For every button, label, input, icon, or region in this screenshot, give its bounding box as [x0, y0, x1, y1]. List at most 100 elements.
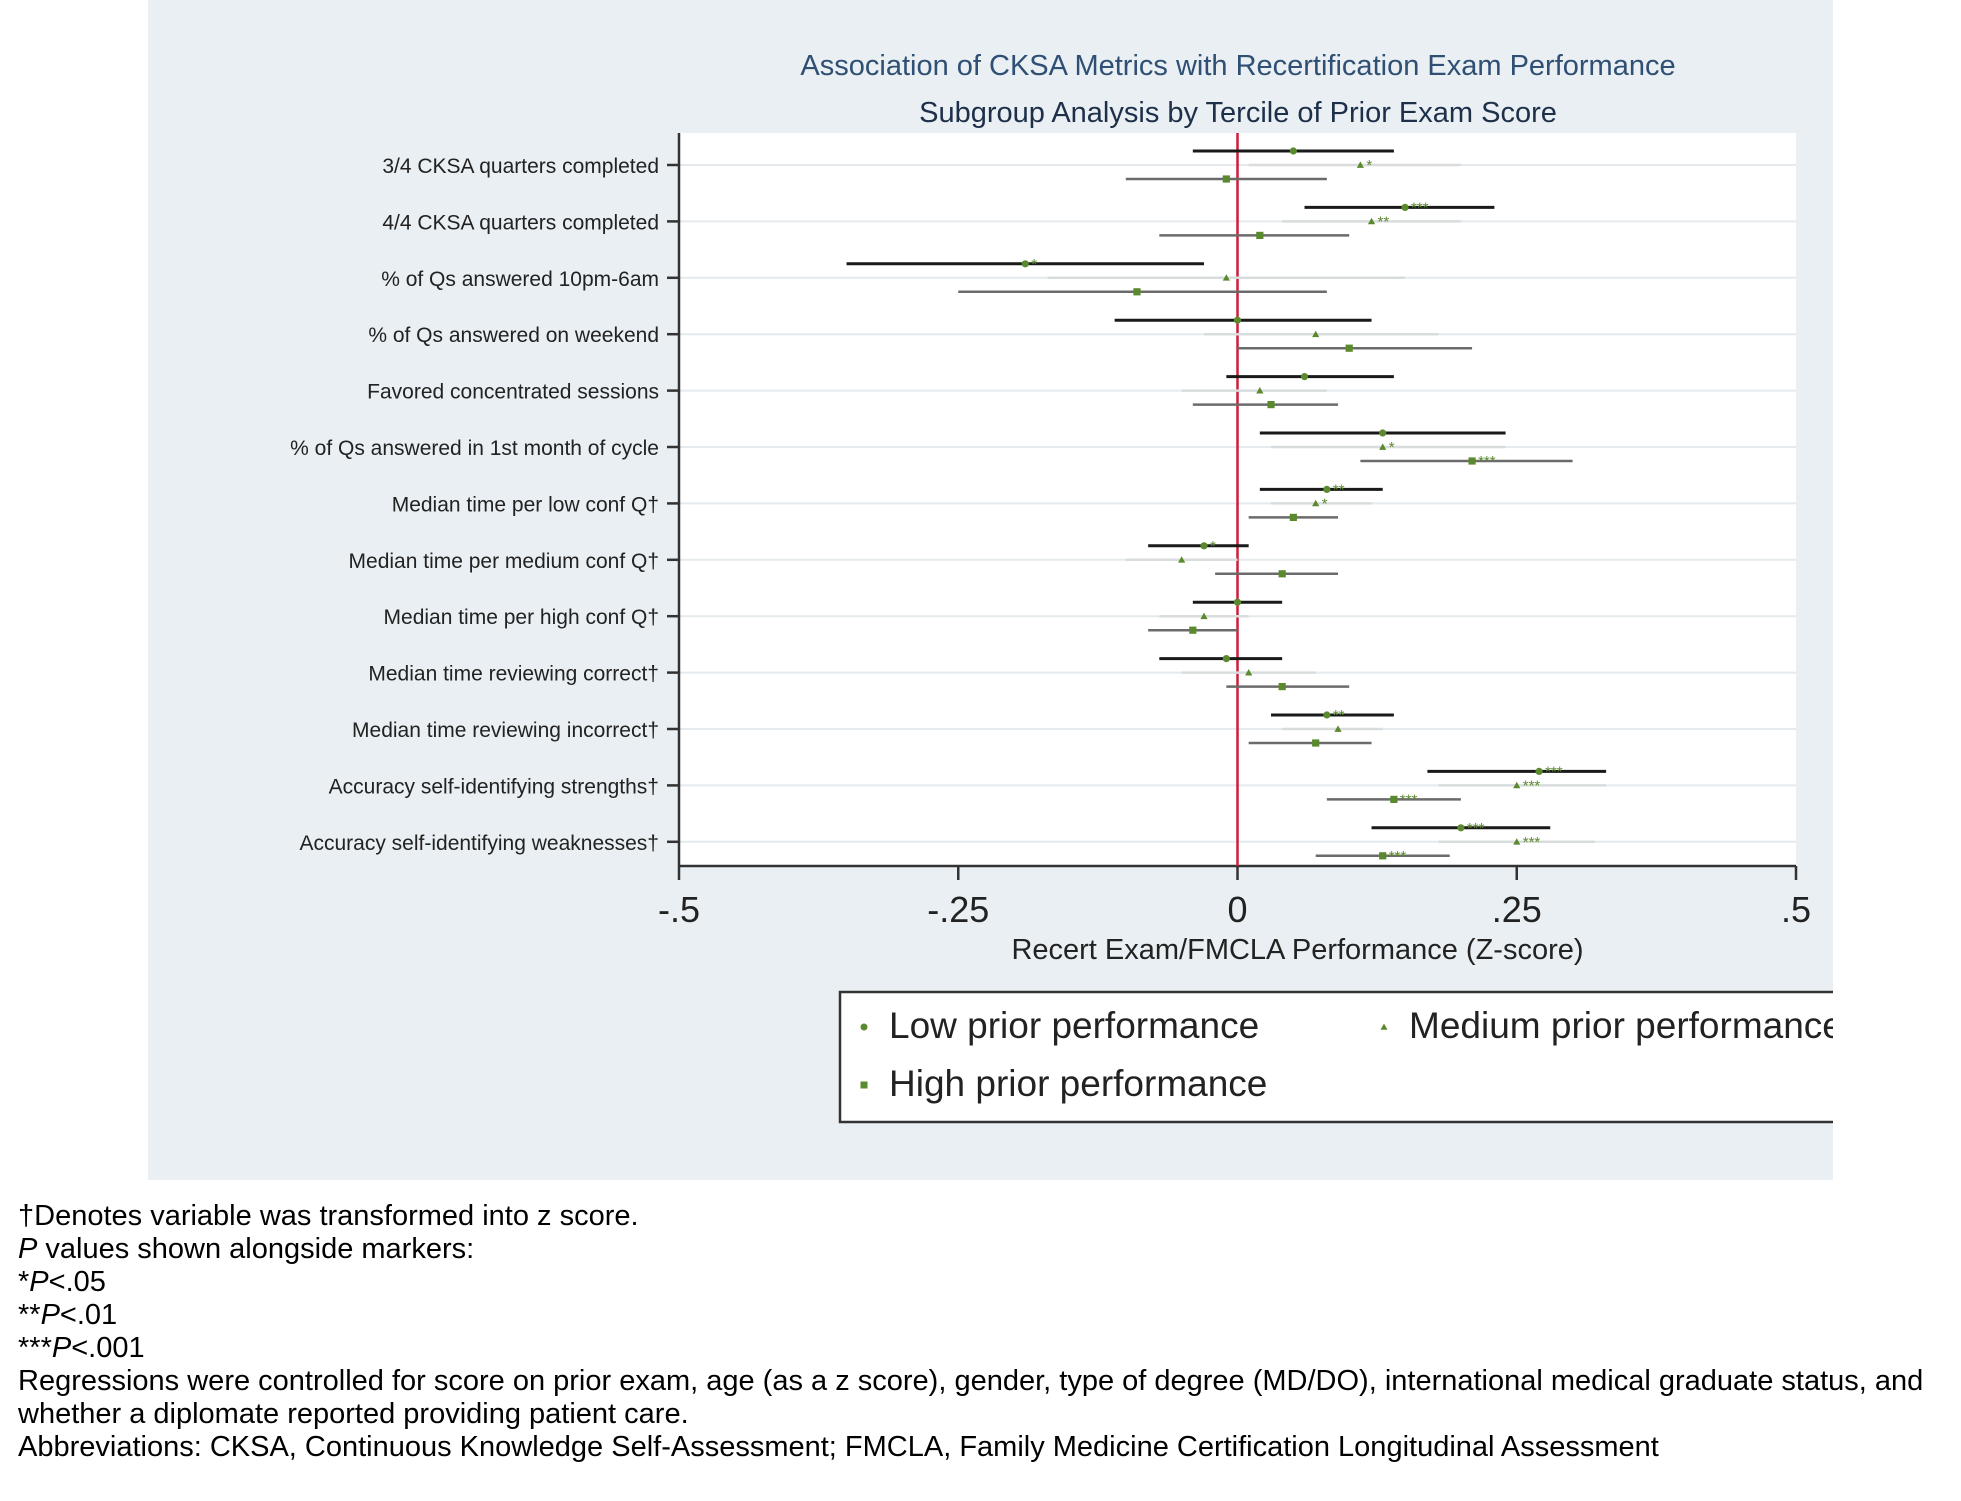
point-medium-prior-performance	[1222, 274, 1230, 281]
legend-marker-high-prior-performance	[860, 1081, 868, 1089]
point-low-prior-performance	[1457, 824, 1465, 832]
point-low-prior-performance	[1233, 316, 1242, 324]
y-tick-label: % of Qs answered on weekend	[368, 324, 659, 347]
legend-label-low-prior-performance: Low prior performance	[889, 1005, 1259, 1046]
x-tick-label: .5	[1781, 889, 1811, 930]
sig-label-high-prior-performance: ***	[1389, 848, 1407, 865]
sig-1-p: P	[29, 1266, 49, 1298]
sig-label-low-prior-performance: ***	[1411, 199, 1429, 216]
sig-label-low-prior-performance: *	[1210, 538, 1216, 555]
footnote-sig-1: *P<.05	[18, 1266, 1948, 1299]
y-tick-label: Favored concentrated sessions	[367, 381, 659, 404]
legend-box	[838, 990, 1833, 1124]
point-high-prior-performance	[1189, 626, 1197, 634]
sig-1-value: <.05	[48, 1266, 106, 1298]
y-tick-label: % of Qs answered in 1st month of cycle	[290, 437, 659, 460]
legend-label-high-prior-performance: High prior performance	[889, 1063, 1267, 1104]
footnotes: †Denotes variable was transformed into z…	[18, 1200, 1948, 1464]
y-tick-label: 3/4 CKSA quarters completed	[382, 155, 659, 178]
sig-3-value: <.001	[71, 1332, 145, 1364]
point-medium-prior-performance	[1334, 725, 1342, 732]
sig-label-high-prior-performance: ***	[1400, 791, 1418, 808]
point-high-prior-performance	[1289, 513, 1297, 521]
point-high-prior-performance	[1345, 344, 1353, 352]
point-high-prior-performance	[1278, 570, 1286, 578]
legend-marker-medium-prior-performance	[1380, 1023, 1388, 1030]
x-tick-label: -.5	[658, 889, 700, 930]
point-low-prior-performance	[1379, 429, 1387, 437]
footnote-abbreviations: Abbreviations: CKSA, Continuous Knowledg…	[18, 1431, 1659, 1463]
point-low-prior-performance	[1222, 655, 1230, 663]
footnote-p-values: P values shown alongside markers:	[18, 1233, 1948, 1266]
x-axis-title: Recert Exam/FMCLA Performance (Z-score)	[1011, 934, 1583, 966]
x-tick-label: 0	[1227, 889, 1247, 930]
chart-subtitle: Subgroup Analysis by Tercile of Prior Ex…	[919, 97, 1557, 129]
sig-label-medium-prior-performance: ***	[1523, 834, 1541, 851]
x-tick-label: -.25	[927, 889, 989, 930]
point-medium-prior-performance	[1356, 161, 1364, 168]
sig-2-value: <.01	[59, 1299, 118, 1331]
sig-3-p: P	[51, 1332, 72, 1364]
y-tick-label: Median time per medium conf Q†	[349, 550, 659, 573]
point-medium-prior-performance	[1379, 443, 1387, 450]
point-medium-prior-performance	[1256, 387, 1264, 394]
point-medium-prior-performance	[1513, 838, 1521, 845]
footnote-regression: Regressions were controlled for score on…	[18, 1365, 1924, 1430]
y-tick-label: Median time reviewing correct†	[368, 663, 659, 686]
footnote-p-text: values shown alongside markers:	[37, 1233, 475, 1265]
point-low-prior-performance	[1300, 373, 1309, 381]
y-tick-label: Accuracy self-identifying strengths†	[329, 775, 659, 798]
sig-label-medium-prior-performance: *	[1366, 157, 1372, 174]
point-low-prior-performance	[1535, 767, 1543, 776]
p-symbol: P	[18, 1233, 38, 1265]
y-tick-label: 4/4 CKSA quarters completed	[382, 211, 659, 234]
point-medium-prior-performance	[1200, 612, 1208, 620]
point-medium-prior-performance	[1513, 781, 1521, 789]
sig-label-medium-prior-performance: **	[1378, 213, 1390, 230]
y-tick-label: Median time per low conf Q†	[392, 493, 659, 516]
point-medium-prior-performance	[1312, 330, 1320, 338]
point-high-prior-performance	[1312, 739, 1320, 747]
point-high-prior-performance	[1278, 683, 1286, 691]
sig-label-low-prior-performance: ***	[1545, 763, 1563, 780]
point-low-prior-performance	[1323, 485, 1331, 493]
point-low-prior-performance	[1401, 203, 1409, 211]
sig-3-stars: ***	[18, 1332, 52, 1364]
point-low-prior-performance	[1323, 711, 1331, 719]
point-low-prior-performance	[1021, 260, 1029, 268]
chart-panel: Association of CKSA Metrics with Recerti…	[148, 0, 1833, 1180]
chart-title: Association of CKSA Metrics with Recerti…	[800, 50, 1675, 82]
point-medium-prior-performance	[1245, 669, 1253, 676]
sig-label-medium-prior-performance: ***	[1523, 777, 1541, 794]
sig-label-medium-prior-performance: *	[1389, 439, 1395, 456]
point-medium-prior-performance	[1178, 556, 1186, 563]
sig-1-stars: *	[18, 1266, 30, 1298]
point-medium-prior-performance	[1312, 499, 1320, 507]
sig-label-low-prior-performance: **	[1333, 481, 1345, 498]
point-high-prior-performance	[1133, 288, 1141, 296]
point-high-prior-performance	[1256, 231, 1264, 239]
point-low-prior-performance	[1289, 147, 1297, 155]
point-high-prior-performance	[1468, 457, 1476, 465]
y-tick-label: Accuracy self-identifying weaknesses†	[299, 832, 659, 855]
point-high-prior-performance	[1390, 795, 1398, 803]
y-tick-label: Median time reviewing incorrect†	[352, 719, 659, 742]
sig-2-stars: **	[18, 1299, 41, 1331]
legend-label-medium-prior-performance: Medium prior performance	[1409, 1005, 1833, 1046]
point-low-prior-performance	[1233, 598, 1242, 606]
footnote-dagger: †Denotes variable was transformed into z…	[18, 1200, 639, 1232]
point-high-prior-performance	[1379, 852, 1387, 860]
point-high-prior-performance	[1267, 401, 1275, 409]
point-low-prior-performance	[1200, 542, 1208, 550]
sig-label-low-prior-performance: *	[1031, 256, 1037, 273]
legend-marker-low-prior-performance	[860, 1023, 868, 1031]
sig-label-low-prior-performance: ***	[1467, 820, 1485, 837]
sig-label-low-prior-performance: **	[1333, 707, 1345, 724]
sig-2-p: P	[40, 1299, 60, 1331]
x-tick-label: .25	[1492, 889, 1542, 930]
footnote-sig-3: ***P<.001	[18, 1332, 1948, 1365]
y-tick-label: % of Qs answered 10pm-6am	[381, 268, 659, 291]
point-medium-prior-performance	[1367, 217, 1376, 225]
y-tick-label: Median time per high conf Q†	[384, 606, 659, 629]
sig-label-medium-prior-performance: *	[1322, 495, 1328, 512]
